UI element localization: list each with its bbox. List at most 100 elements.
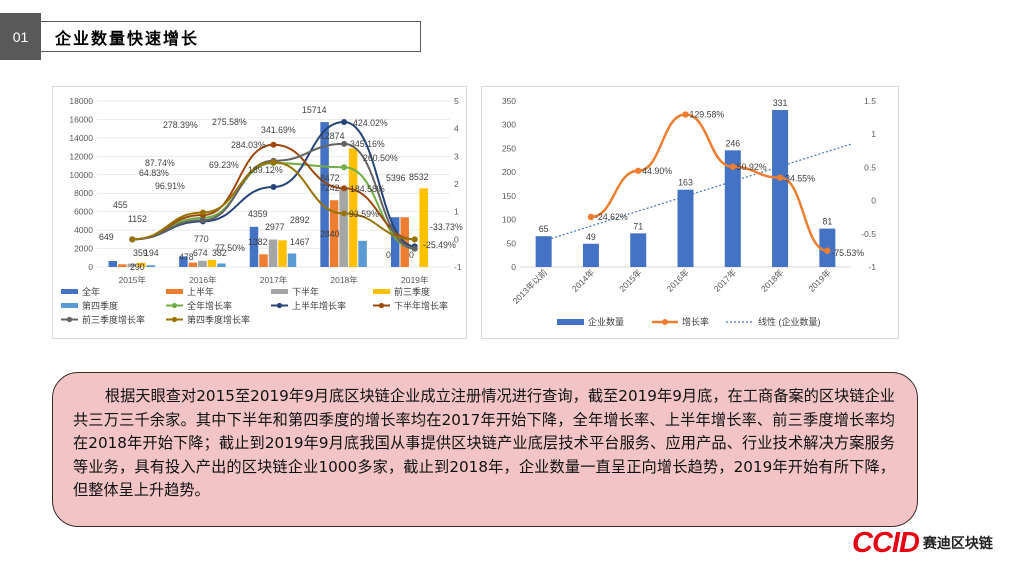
- data-label: 184.58%: [350, 184, 385, 194]
- bar: [677, 189, 694, 267]
- data-label: 81: [822, 217, 832, 227]
- bar: [207, 259, 217, 267]
- series-point: [341, 164, 348, 171]
- bar: [118, 264, 127, 267]
- series-point: [199, 209, 206, 216]
- data-label: 7242: [320, 183, 340, 193]
- data-label: 163: [678, 178, 693, 188]
- legend-label: 上半年增长率: [292, 300, 346, 311]
- legend-swatch: [166, 289, 183, 294]
- data-label: 1152: [128, 214, 147, 224]
- growth-point: [824, 247, 831, 254]
- legend-label: 增长率: [682, 316, 709, 327]
- series-point: [341, 185, 348, 192]
- bar: [630, 233, 647, 267]
- growth-label: -24.62%: [595, 212, 628, 222]
- data-label: 246: [725, 138, 740, 148]
- data-label: -33.73%: [430, 222, 463, 232]
- bar: [137, 262, 146, 267]
- x-tick-label: 2017年: [712, 267, 739, 294]
- y-tick-left: 0: [88, 262, 93, 272]
- y-tick-left: 100: [502, 215, 516, 225]
- series-point: [341, 119, 348, 126]
- bar: [146, 265, 156, 267]
- y-tick-right: 0.5: [864, 162, 876, 172]
- growth-label: 34.55%: [785, 174, 815, 184]
- bar: [582, 243, 599, 267]
- data-label: 2892: [290, 215, 310, 225]
- data-label: 71: [633, 221, 643, 231]
- data-label: -25.49%: [423, 240, 456, 250]
- bar: [127, 263, 137, 267]
- data-label: 674: [193, 248, 208, 258]
- y-tick-left: 300: [502, 120, 516, 130]
- y-tick-right: -1: [454, 262, 462, 272]
- y-tick-right: 5: [454, 96, 459, 106]
- data-label: 194: [144, 248, 159, 258]
- legend-swatch: [378, 302, 385, 309]
- data-label: 424.02%: [353, 118, 388, 128]
- y-tick-left: 4000: [74, 225, 93, 235]
- data-label: 290: [130, 262, 145, 272]
- logo-mark: CCID: [852, 526, 920, 559]
- y-tick-right: -0.5: [861, 229, 876, 239]
- y-tick-left: 200: [502, 167, 516, 177]
- bar: [268, 239, 278, 267]
- legend-label: 下半年: [292, 286, 319, 297]
- legend-label: 第四季度: [82, 300, 118, 311]
- bar: [278, 240, 287, 267]
- x-tick-label: 2019年: [806, 267, 833, 294]
- data-label: 278.39%: [163, 120, 198, 130]
- legend-swatch: [61, 289, 78, 294]
- data-label: 770: [194, 234, 209, 244]
- data-label: 0: [386, 250, 391, 260]
- x-tick-label: 2017年: [260, 275, 288, 285]
- data-label: 189.12%: [248, 165, 283, 175]
- legend-label: 线性 (企业数量): [758, 316, 821, 327]
- x-tick-label: 2016年: [664, 267, 691, 294]
- data-label: 87.74%: [145, 158, 175, 168]
- data-label: 455: [113, 200, 128, 210]
- series-point: [341, 140, 348, 147]
- bar: [188, 262, 198, 267]
- y-tick-right: -1: [868, 262, 876, 272]
- legend-label: 下半年增长率: [394, 300, 448, 311]
- bar: [348, 148, 358, 267]
- y-tick-left: 250: [502, 143, 516, 153]
- data-label: 49: [586, 232, 596, 242]
- y-tick-left: 12000: [69, 151, 93, 161]
- bar: [724, 150, 741, 267]
- legend-swatch: [171, 316, 178, 323]
- bar: [320, 122, 329, 267]
- series-point: [270, 141, 277, 148]
- right-chart: 0 50 100 150 200 250 300 350 -1 -0.5 0 0.5 1 1.5 65 49 7…: [502, 96, 876, 327]
- legend-label: 上半年: [187, 286, 214, 297]
- bar: [419, 188, 428, 267]
- bar: [772, 110, 789, 267]
- bar: [390, 217, 400, 267]
- y-tick-right: 0: [871, 196, 876, 206]
- x-tick-label: 2015年: [119, 275, 147, 285]
- y-tick-left: 10000: [69, 170, 93, 180]
- x-tick-label: 2016年: [189, 275, 217, 285]
- growth-point: [635, 167, 642, 174]
- y-tick-left: 6000: [74, 207, 93, 217]
- data-label: 77.50%: [215, 243, 245, 253]
- legend-swatch: [61, 303, 78, 308]
- y-tick-left: 8000: [74, 188, 93, 198]
- growth-label: -75.53%: [831, 248, 864, 258]
- x-tick-label: 2014年: [570, 267, 597, 294]
- legend-label: 全年: [82, 286, 100, 297]
- y-tick-left: 150: [502, 191, 516, 201]
- growth-line: [590, 113, 828, 253]
- legend-label: 全年增长率: [187, 300, 232, 311]
- data-label: 649: [99, 232, 114, 242]
- data-label: 69.23%: [209, 160, 239, 170]
- legend-label: 第四季度增长率: [187, 314, 250, 325]
- bar: [259, 254, 268, 267]
- data-label: 275.58%: [212, 117, 247, 127]
- legend-label: 企业数量: [588, 316, 624, 327]
- data-label: 4359: [248, 209, 268, 219]
- legend-swatch: [66, 316, 73, 323]
- x-tick-label: 2019年: [401, 275, 429, 285]
